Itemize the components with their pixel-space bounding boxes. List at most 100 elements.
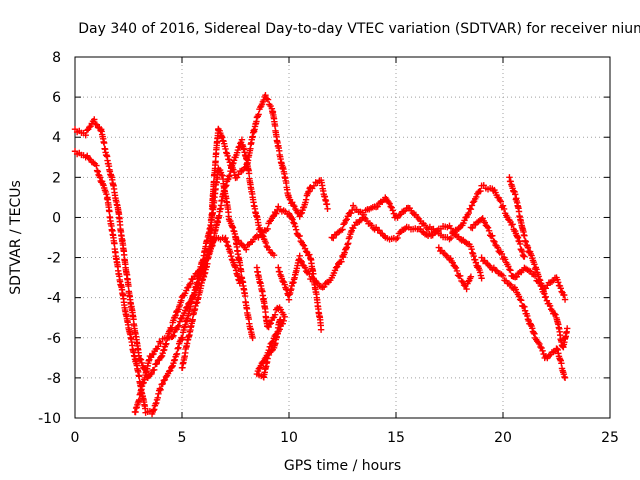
data-point [468,202,476,209]
data-point [472,259,480,266]
data-point [267,320,275,327]
data-point [265,351,273,359]
data-point [345,240,352,247]
data-point [169,333,176,341]
x-tick-label: 15 [387,430,405,446]
data-point [478,254,485,261]
data-point [290,201,297,209]
data-point [507,267,514,274]
data-point [227,168,234,175]
data-point [512,286,520,293]
series-track-5 [253,264,288,381]
data-point [530,329,537,336]
data-point [561,296,569,303]
data-point [269,213,277,220]
data-point [341,249,348,256]
data-point [150,366,158,373]
x-tick-label: 25 [601,430,619,446]
data-point [162,373,170,381]
data-point [509,221,516,228]
data-point [533,266,540,273]
data-point [306,251,313,258]
data-point [531,261,538,268]
data-point [152,400,159,407]
series-track-10 [478,254,569,382]
data-point [299,241,307,248]
data-point [157,340,164,347]
data-point [516,296,524,303]
axis-ticks [74,56,611,419]
data-point [256,224,264,232]
data-point [333,263,341,270]
data-point [527,321,535,328]
data-point [150,406,158,413]
data-point [460,281,468,289]
data-point [296,252,303,259]
data-point [385,199,392,206]
data-point [517,297,525,304]
data-point [276,268,283,275]
data-point [255,111,262,118]
data-point [228,256,236,263]
data-point [499,272,507,280]
data-point [288,215,295,222]
data-point [552,311,559,318]
data-point [305,188,313,195]
data-point [222,183,229,190]
y-tick-label: -2 [47,251,61,267]
data-point [82,132,89,139]
data-point [223,182,230,189]
data-point [162,341,169,348]
y-tick-label: 2 [52,170,61,186]
data-point [165,368,173,375]
data-point [298,258,306,266]
data-point [521,253,528,260]
data-point [564,325,571,332]
data-point [270,252,278,259]
data-point [230,157,238,164]
data-point [538,344,545,352]
data-point [342,217,349,224]
data-point [332,264,340,271]
data-point [339,252,346,260]
data-point [93,167,101,174]
data-point [535,339,542,346]
series-track-4 [178,136,278,372]
series-track-2 [71,148,256,418]
data-point [557,285,564,292]
data-point [236,280,243,287]
data-point [86,123,93,131]
data-point [175,344,182,351]
data-point [193,284,201,291]
data-point [343,216,350,223]
data-point [463,285,470,293]
data-point [170,332,177,339]
data-point [457,272,464,280]
data-point [469,224,476,232]
data-point [238,167,245,175]
data-point [154,394,161,402]
data-point [174,323,181,331]
data-point [161,376,169,384]
data-point [473,193,480,201]
data-point [340,221,347,228]
data-point [342,245,350,252]
data-point [515,270,522,277]
data-point [238,268,245,275]
data-point [272,210,280,217]
data-point [524,312,531,320]
data-point [513,273,520,280]
x-tick-label: 10 [280,430,298,446]
data-point [224,152,231,160]
data-point [153,399,160,407]
data-point [111,240,118,247]
data-point [275,264,282,271]
data-point [515,293,523,300]
data-point [264,225,271,233]
data-point [277,306,285,313]
data-point [100,139,108,147]
data-point [470,252,477,260]
data-point [501,256,509,263]
data-point [394,234,401,242]
data-point [290,219,297,226]
